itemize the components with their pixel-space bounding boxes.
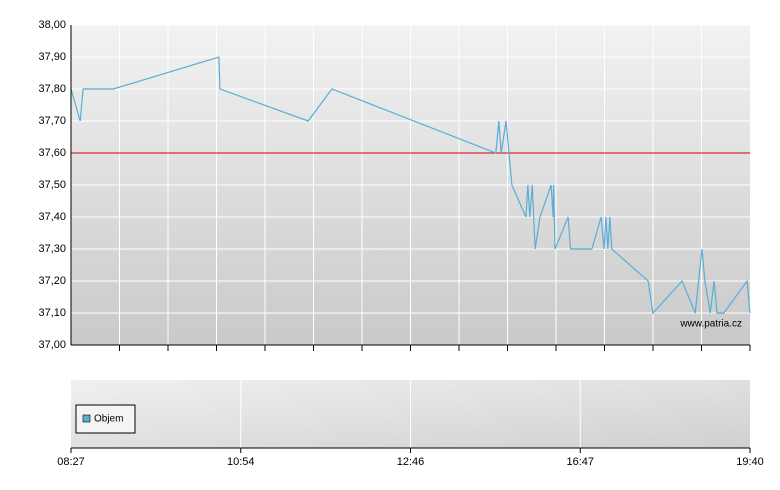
x-tick-label: 10:54 — [227, 456, 255, 468]
price-line — [70, 56, 751, 315]
x-tick-label: 16:47 — [566, 456, 594, 468]
y-tick-label: 37,40 — [38, 211, 66, 223]
x-tick-label: 12:46 — [397, 456, 425, 468]
legend-swatch — [82, 414, 91, 423]
y-tick-label: 37,70 — [38, 115, 66, 127]
legend-label: Objem — [94, 414, 123, 425]
x-tick-label: 19:40 — [736, 456, 764, 468]
y-tick-label: 37,30 — [38, 243, 66, 255]
y-tick-label: 37,80 — [38, 83, 66, 95]
y-tick-label: 37,00 — [38, 339, 66, 351]
y-tick-label: 38,00 — [38, 19, 66, 31]
watermark: www.patria.cz — [679, 319, 742, 330]
x-tick-label: 08:27 — [57, 456, 85, 468]
y-tick-label: 37,50 — [38, 179, 66, 191]
y-tick-label: 37,10 — [38, 307, 66, 319]
y-tick-label: 37,20 — [38, 275, 66, 287]
y-tick-label: 37,90 — [38, 51, 66, 63]
y-tick-label: 37,60 — [38, 147, 66, 159]
